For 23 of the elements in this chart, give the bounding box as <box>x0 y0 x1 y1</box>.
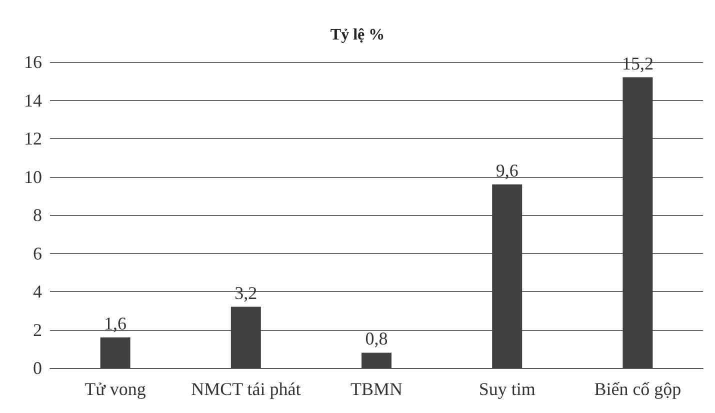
y-tick-label: 10 <box>24 166 42 187</box>
data-label: 0,8 <box>365 328 388 349</box>
y-tick-label: 16 <box>24 52 42 72</box>
chart-title: Tỷ lệ % <box>330 26 385 44</box>
y-tick-label: 14 <box>24 90 42 110</box>
y-tick-label: 4 <box>33 282 42 302</box>
y-tick-label: 8 <box>33 205 42 225</box>
data-label: 1,6 <box>104 313 127 334</box>
bar <box>362 352 392 368</box>
x-tick-label: Tử vong <box>84 379 146 399</box>
x-tick-label: Biến cố gộp <box>594 379 682 399</box>
x-tick-label: NMCT tái phát <box>191 379 301 399</box>
y-tick-label: 12 <box>24 128 42 148</box>
data-label: 9,6 <box>496 160 518 180</box>
y-tick-label: 0 <box>33 358 42 378</box>
x-tick-label: Suy tim <box>478 379 536 399</box>
y-tick-label: 2 <box>33 320 42 340</box>
bar <box>230 306 261 368</box>
x-tick-label: TBMN <box>350 379 403 399</box>
bar <box>622 77 653 368</box>
bar <box>492 184 522 368</box>
y-tick-label: 6 <box>33 243 42 264</box>
bar <box>100 337 130 368</box>
